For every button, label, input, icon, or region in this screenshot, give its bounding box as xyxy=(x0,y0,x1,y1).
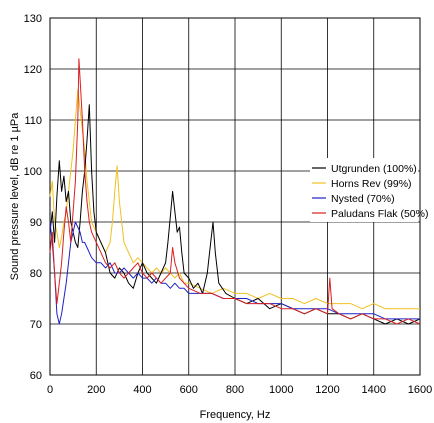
x-tick-label: 600 xyxy=(180,384,198,396)
series-line-horns xyxy=(49,88,420,310)
series-line-nysted xyxy=(49,221,420,325)
legend-box xyxy=(310,158,418,222)
x-tick-label: 800 xyxy=(226,384,244,396)
y-tick-label: 80 xyxy=(30,268,42,280)
legend: Utgrunden (100%) Horns Rev (99%) Nysted (7… xyxy=(310,158,428,222)
x-axis-title: Frequency, Hz xyxy=(200,409,271,421)
x-tick-label: 1600 xyxy=(408,384,432,396)
legend-label: Utgrunden (100%) xyxy=(331,163,417,175)
y-tick-label: 120 xyxy=(24,64,42,76)
series-group xyxy=(49,58,421,325)
y-tick-label: 60 xyxy=(30,370,42,382)
x-tick-label: 200 xyxy=(87,384,105,396)
y-axis-title: Sound pressure level, dB re 1 µPa xyxy=(9,112,21,281)
series-line-paludans xyxy=(49,58,421,325)
axes: 0 200 400 600 800 1000 1200 1400 1600 60 70 80 90 100… xyxy=(24,13,433,396)
x-tick-label: 0 xyxy=(47,384,53,396)
legend-label: Nysted (70%) xyxy=(331,193,395,205)
y-tick-label: 70 xyxy=(30,319,42,331)
y-tick-label: 100 xyxy=(24,166,42,178)
x-tick-label: 1400 xyxy=(362,384,386,396)
y-tick-label: 90 xyxy=(30,217,42,229)
y-tick-label: 130 xyxy=(24,13,42,25)
x-tick-label: 1200 xyxy=(315,384,339,396)
x-tick-label: 1000 xyxy=(269,384,293,396)
x-tick-label: 400 xyxy=(133,384,151,396)
legend-label: Horns Rev (99%) xyxy=(331,178,412,190)
y-tick-label: 110 xyxy=(24,115,42,127)
legend-label: Paludans Flak (50%) xyxy=(331,208,428,220)
